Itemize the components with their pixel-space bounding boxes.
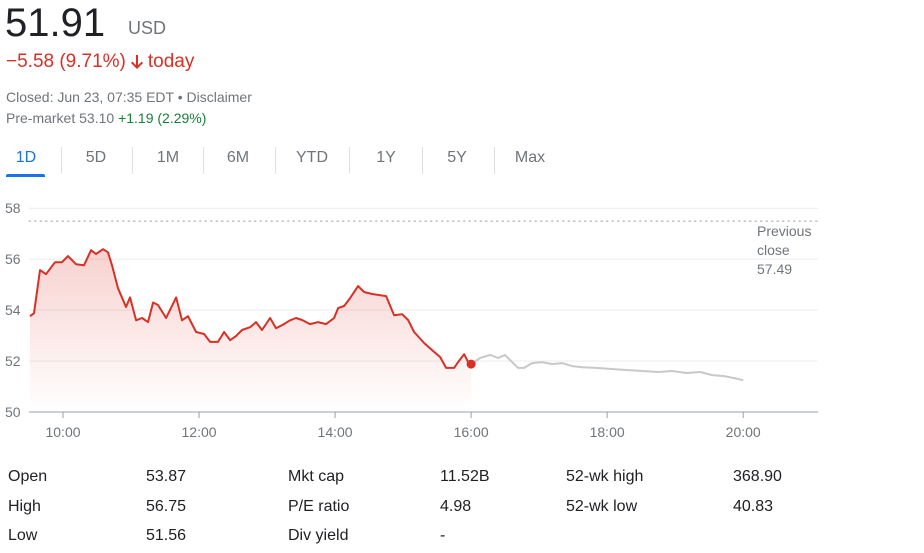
y-tick-label: 50 — [5, 404, 21, 420]
tab-separator — [61, 147, 62, 174]
range-tab[interactable]: 1D — [15, 149, 37, 166]
range-tab[interactable]: YTD — [296, 149, 328, 166]
tab-separator — [421, 147, 423, 174]
range-tab[interactable]: 1Y — [376, 149, 396, 166]
tab-separator — [493, 147, 495, 174]
x-tick-label: 14:00 — [318, 424, 353, 440]
stat-value: 4.98 — [440, 498, 472, 515]
stat-value: 368.90 — [733, 468, 782, 485]
premarket-price: 53.10 — [79, 110, 115, 126]
range-tab[interactable]: Max — [514, 149, 546, 166]
stat-value: 40.83 — [733, 498, 774, 515]
separator: • — [177, 89, 183, 105]
currency: USD — [128, 18, 167, 38]
change-period: today — [147, 51, 195, 72]
premarket-label: Pre-market — [6, 110, 76, 126]
stat-label: P/E ratio — [288, 498, 350, 515]
price-change: −5.58 (9.71%) — [6, 51, 126, 72]
change-row: −5.58 (9.71%) today — [6, 51, 194, 73]
range-tab[interactable]: 6M — [226, 149, 250, 166]
tab-separator — [132, 147, 133, 174]
stat-value: - — [440, 527, 446, 544]
price-line — [470, 353, 744, 382]
price: 51.91 — [5, 1, 106, 45]
stat-label: Mkt cap — [288, 468, 345, 485]
stat-value: 51.56 — [146, 527, 187, 544]
y-tick-label: 56 — [5, 251, 21, 267]
range-tab[interactable]: 5D — [85, 149, 107, 166]
y-tick-label: 58 — [5, 200, 21, 216]
current-point — [466, 359, 476, 369]
stat-value: 11.52B — [440, 468, 490, 485]
previous-close-value: 57.49 — [757, 261, 793, 277]
x-tick-label: 20:00 — [726, 424, 761, 440]
tab-separator — [275, 147, 276, 174]
status-row: Closed: Jun 23, 07:35 EDT • Disclaimer — [6, 89, 252, 105]
stat-label: Open — [8, 468, 48, 485]
tab-separator — [203, 147, 204, 174]
down-arrow-icon — [130, 55, 143, 69]
active-tab-indicator — [6, 174, 45, 177]
stat-value: 56.75 — [146, 498, 187, 515]
range-tab[interactable]: 5Y — [447, 149, 467, 166]
x-tick-label: 10:00 — [45, 424, 80, 440]
y-tick-label: 54 — [5, 302, 21, 318]
stat-label: 52-wk low — [566, 498, 638, 515]
y-tick-label: 52 — [5, 353, 21, 369]
x-tick-label: 18:00 — [590, 424, 625, 440]
premarket-change: +1.19 (2.29%) — [118, 110, 207, 126]
stat-label: 52-wk high — [566, 468, 644, 485]
stat-label: Low — [8, 527, 38, 544]
range-tab[interactable]: 1M — [156, 149, 180, 166]
x-tick-label: 12:00 — [182, 424, 217, 440]
tab-separator — [349, 147, 350, 174]
premarket-row: Pre-market 53.10 +1.19 (2.29%) — [6, 110, 206, 126]
stat-value: 53.87 — [146, 468, 187, 485]
stat-label: Div yield — [288, 527, 349, 544]
price-line — [29, 248, 472, 369]
previous-close-label: Previous close 57.49 — [757, 222, 827, 279]
stat-label: High — [8, 498, 41, 515]
market-status: Closed: Jun 23, 07:35 EDT — [6, 89, 174, 105]
x-tick-label: 16:00 — [454, 424, 489, 440]
area-fill — [30, 249, 472, 412]
previous-close-text: Previous close — [757, 223, 812, 258]
disclaimer-link[interactable]: Disclaimer — [186, 89, 252, 105]
